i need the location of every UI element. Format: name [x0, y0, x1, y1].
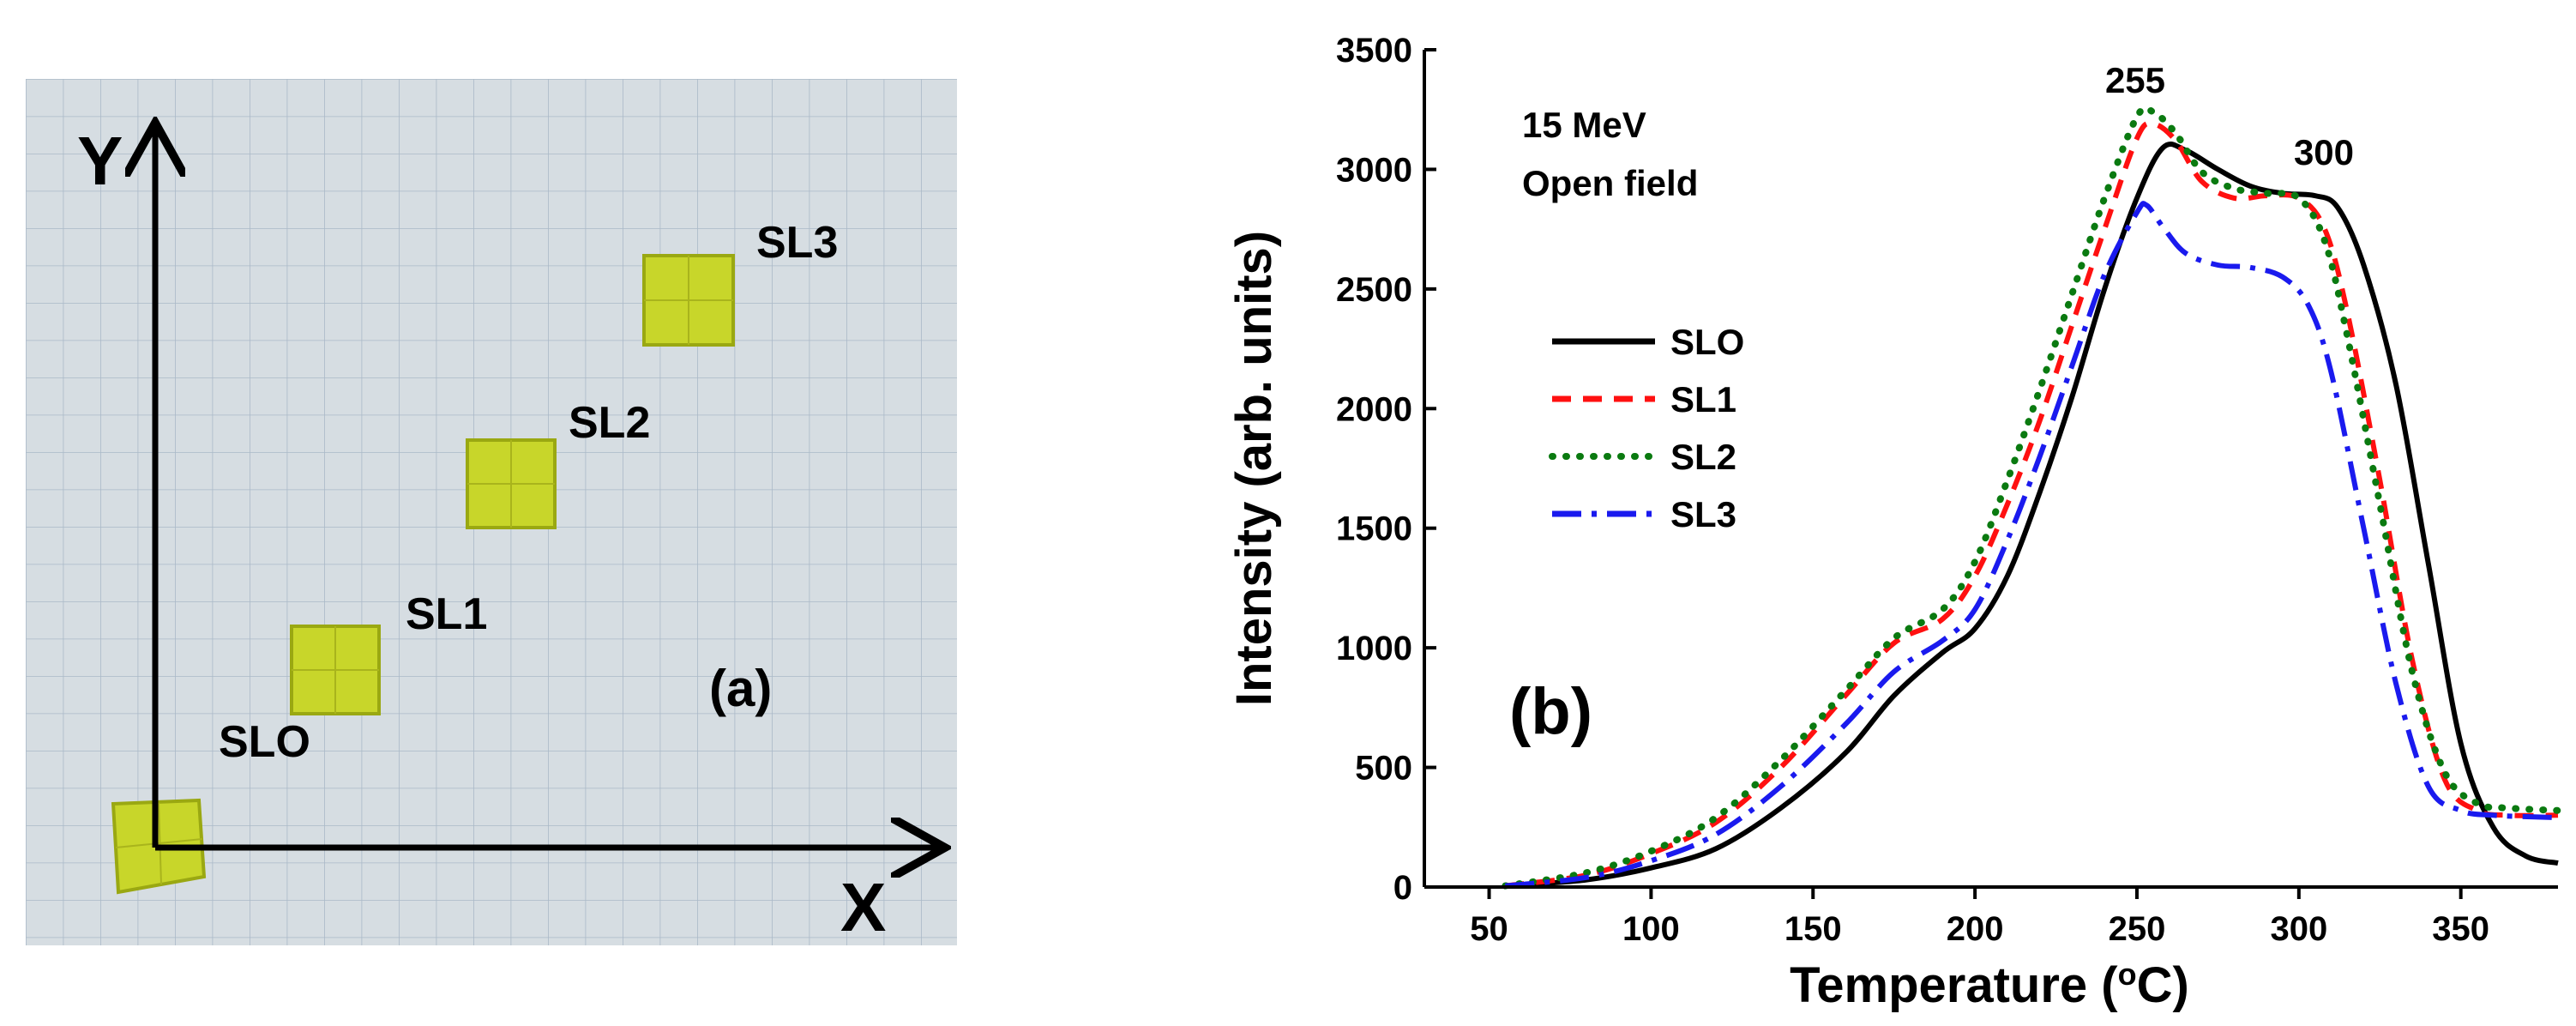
- legend-label-sl2: SL2: [1670, 437, 1736, 477]
- y-ticks: 0 500 1000 1500 2000 2500 3000 3500: [1336, 32, 1436, 907]
- x-ticks: 50 100 150 200 250 300 350: [1470, 887, 2489, 948]
- y-tick-label: 3500: [1336, 32, 1412, 69]
- photo-y-label: Y: [77, 123, 123, 199]
- legend-label-slo: SLO: [1670, 322, 1744, 362]
- crystal-slo: [290, 625, 381, 715]
- peak-label-255: 255: [2105, 60, 2165, 100]
- legend-entry-slo: SLO: [1552, 322, 1744, 362]
- peak-label-300: 300: [2294, 132, 2354, 172]
- x-tick-label: 300: [2270, 910, 2327, 948]
- series-line-sl2: [1502, 104, 2561, 890]
- series-line-slo: [1505, 142, 2559, 889]
- legend-entry-sl3: SL3: [1552, 494, 1736, 534]
- y-axis-title: Intensity (arb. units): [1226, 231, 1282, 706]
- panel-a: Y X SLO SL1 SL2 SL3 (a): [26, 79, 957, 945]
- x-tick-label: 150: [1785, 910, 1842, 948]
- series-layer: [1502, 104, 2561, 890]
- panel-b: 0 500 1000 1500 2000 2500 3000 3500 50 100 150 200…: [1226, 32, 2561, 1013]
- crystal-sl2: [642, 254, 735, 347]
- panel-a-label: (a): [709, 660, 772, 717]
- annotation-energy: 15 MeV: [1522, 105, 1646, 145]
- y-tick-label: 2000: [1336, 390, 1412, 428]
- x-tick-label: 350: [2432, 910, 2489, 948]
- crystal-sl1: [466, 438, 557, 529]
- y-tick-label: 2500: [1336, 271, 1412, 309]
- sample-label-slo: SLO: [219, 717, 310, 767]
- legend-label-sl1: SL1: [1670, 379, 1736, 419]
- series-line-sl1: [1505, 120, 2559, 889]
- y-tick-label: 1000: [1336, 630, 1412, 667]
- y-tick-label: 500: [1355, 750, 1412, 788]
- sample-label-sl2: SL2: [569, 398, 650, 448]
- y-tick-label: 3000: [1336, 151, 1412, 189]
- legend-entry-sl2: SL2: [1549, 437, 1736, 477]
- sample-label-sl3: SL3: [756, 218, 838, 268]
- x-tick-label: 200: [1947, 910, 2004, 948]
- annotation-field: Open field: [1522, 163, 1698, 203]
- x-tick-label: 50: [1470, 910, 1508, 948]
- y-tick-label: 0: [1393, 869, 1412, 907]
- sample-label-sl1: SL1: [406, 589, 487, 639]
- photo-x-label: X: [840, 869, 886, 945]
- plot-area: 0 500 1000 1500 2000 2500 3000 3500 50 100 150 200…: [1336, 32, 2561, 948]
- legend: SLO SL1 SL2 SL3: [1549, 322, 1744, 534]
- x-tick-label: 100: [1622, 910, 1680, 948]
- y-tick-label: 1500: [1336, 510, 1412, 548]
- x-axis-title: Temperature (oC): [1790, 957, 2189, 1013]
- legend-entry-sl1: SL1: [1552, 379, 1736, 419]
- legend-label-sl3: SL3: [1670, 494, 1736, 534]
- series-line-sl3: [1505, 201, 2559, 889]
- x-tick-label: 250: [2109, 910, 2166, 948]
- panel-b-label: (b): [1509, 675, 1592, 748]
